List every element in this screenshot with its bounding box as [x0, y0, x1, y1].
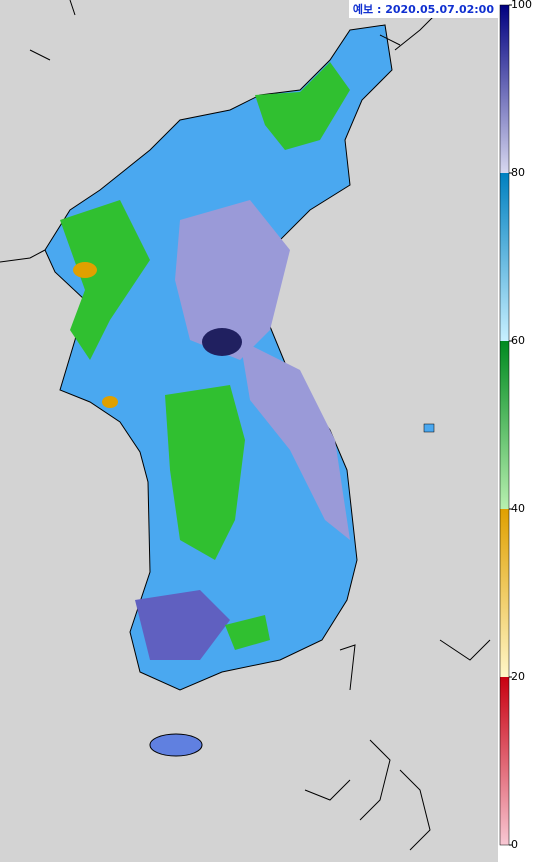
precip-area	[202, 328, 242, 356]
forecast-time: 예보 : 2020.05.07.02:00	[348, 0, 498, 18]
precip-area	[102, 396, 118, 408]
peninsula	[44, 24, 393, 691]
island	[423, 423, 435, 433]
colorbar-band	[500, 509, 509, 677]
island	[149, 733, 203, 757]
tick-label: 100	[511, 0, 532, 11]
precip-area	[60, 200, 150, 360]
tick-label: 0	[511, 838, 518, 851]
coastline	[0, 0, 491, 851]
colorbar-band	[500, 5, 509, 173]
precip-area	[225, 615, 270, 650]
colorbar-frame	[499, 4, 510, 846]
precip-area	[135, 590, 230, 660]
tick-label: 80	[511, 166, 525, 179]
precip-area	[73, 262, 97, 278]
colorbar-band	[500, 341, 509, 509]
tick-label: 40	[511, 502, 525, 515]
tick-label: 20	[511, 670, 525, 683]
colorbar-band	[500, 173, 509, 341]
colorbar-band	[500, 677, 509, 845]
precip-area	[255, 62, 350, 150]
tick-label: 60	[511, 334, 525, 347]
precip-area	[240, 340, 350, 540]
colorbar: 0 20 40 60 80 100	[499, 0, 532, 851]
precip-area	[175, 200, 290, 360]
precip-area	[165, 385, 245, 560]
